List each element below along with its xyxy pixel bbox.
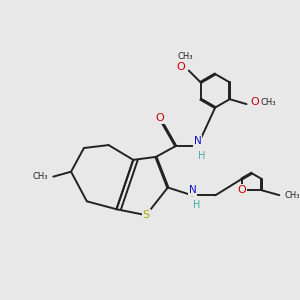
Text: CH₃: CH₃ <box>260 98 276 106</box>
Text: O: O <box>176 61 185 72</box>
Text: O: O <box>238 185 246 195</box>
Text: CH₃: CH₃ <box>284 191 300 200</box>
Text: CH₃: CH₃ <box>33 172 48 181</box>
Text: O: O <box>155 113 164 123</box>
Text: N: N <box>189 185 196 196</box>
Text: N: N <box>194 136 201 146</box>
Text: H: H <box>193 200 200 210</box>
Text: H: H <box>198 151 205 161</box>
Text: O: O <box>250 97 259 107</box>
Text: S: S <box>142 210 150 220</box>
Text: CH₃: CH₃ <box>177 52 193 61</box>
